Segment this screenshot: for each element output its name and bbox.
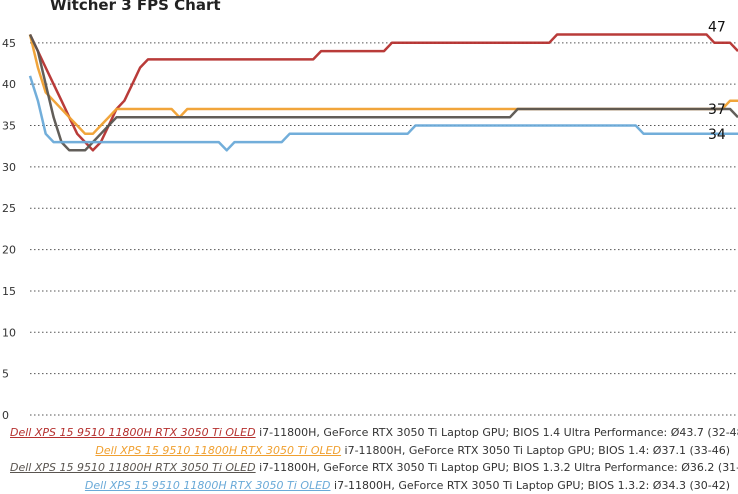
- y-tick-label: 15: [2, 285, 16, 298]
- series-end-label: 47: [708, 19, 726, 35]
- legend-spec-text: i7-11800H, GeForce RTX 3050 Ti Laptop GP…: [345, 444, 650, 457]
- y-tick-label: 25: [2, 202, 16, 215]
- y-tick-label: 5: [2, 368, 9, 381]
- y-tick-label: 10: [2, 326, 16, 339]
- fps-line-chart: 0 5 10 15 20 25 30 35 40 45 47 37 34: [0, 0, 738, 420]
- legend-average-text: Ø37.1 (33-46): [653, 444, 730, 457]
- legend-average-text: Ø36.2 (31-46): [681, 461, 738, 474]
- legend-device-link[interactable]: Dell XPS 15 9510 11800H RTX 3050 Ti OLED: [10, 461, 256, 474]
- legend-spec-text: i7-11800H, GeForce RTX 3050 Ti Laptop GP…: [334, 479, 649, 492]
- chart-legend: Dell XPS 15 9510 11800H RTX 3050 Ti OLED…: [10, 424, 730, 494]
- grid-lines: [30, 43, 738, 415]
- legend-average-text: Ø43.7 (32-48): [671, 426, 738, 439]
- legend-device-link[interactable]: Dell XPS 15 9510 11800H RTX 3050 Ti OLED: [85, 479, 331, 492]
- y-tick-label: 45: [2, 37, 16, 50]
- y-tick-label: 0: [2, 409, 9, 420]
- legend-device-link[interactable]: Dell XPS 15 9510 11800H RTX 3050 Ti OLED: [95, 444, 341, 457]
- legend-entry: Dell XPS 15 9510 11800H RTX 3050 Ti OLED…: [10, 459, 730, 477]
- series-lines: [30, 35, 738, 151]
- legend-entry: Dell XPS 15 9510 11800H RTX 3050 Ti OLED…: [10, 477, 730, 494]
- y-tick-label: 35: [2, 120, 16, 133]
- legend-spec-text: i7-11800H, GeForce RTX 3050 Ti Laptop GP…: [259, 426, 667, 439]
- y-tick-label: 30: [2, 161, 16, 174]
- y-tick-label: 20: [2, 244, 16, 257]
- y-tick-label: 40: [2, 78, 16, 91]
- legend-device-link[interactable]: Dell XPS 15 9510 11800H RTX 3050 Ti OLED: [10, 426, 256, 439]
- series-line: [30, 76, 738, 150]
- series-end-label: 34: [708, 127, 726, 143]
- legend-spec-text: i7-11800H, GeForce RTX 3050 Ti Laptop GP…: [259, 461, 678, 474]
- legend-entry: Dell XPS 15 9510 11800H RTX 3050 Ti OLED…: [10, 442, 730, 460]
- legend-entry: Dell XPS 15 9510 11800H RTX 3050 Ti OLED…: [10, 424, 730, 442]
- series-end-label: 37: [708, 102, 726, 118]
- y-axis-tick-labels: 0 5 10 15 20 25 30 35 40 45: [2, 37, 16, 420]
- legend-average-text: Ø34.3 (30-42): [653, 479, 730, 492]
